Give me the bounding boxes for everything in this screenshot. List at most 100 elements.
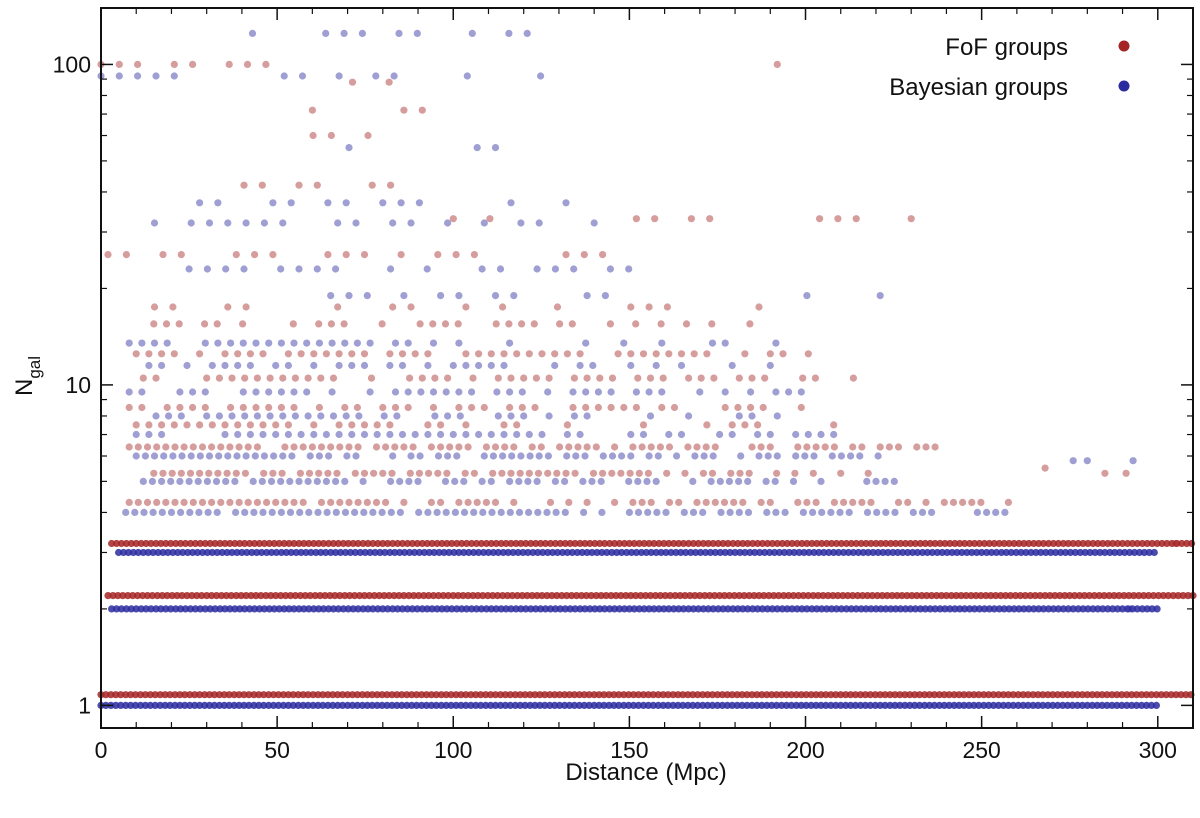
data-point [211, 539, 219, 548]
data-point [556, 320, 564, 328]
data-point [176, 477, 184, 485]
data-point [579, 477, 587, 485]
data-point [416, 452, 424, 460]
data-point [1118, 691, 1126, 699]
data-point [226, 539, 234, 548]
data-point [608, 469, 616, 477]
data-point [721, 403, 729, 412]
data-point [279, 412, 287, 420]
data-point [189, 403, 197, 412]
data-point [703, 350, 711, 358]
data-point [286, 508, 295, 516]
data-point [369, 539, 377, 548]
data-point [992, 592, 1000, 600]
data-point [491, 292, 500, 300]
data-point [803, 605, 811, 613]
data-point [787, 701, 796, 710]
data-point [150, 339, 159, 347]
data-point [335, 72, 343, 80]
data-point [1103, 691, 1111, 699]
data-point [916, 691, 924, 699]
data-point [781, 508, 789, 516]
data-point [493, 388, 501, 396]
data-point [477, 701, 485, 710]
data-point [797, 403, 805, 412]
data-point [463, 605, 471, 613]
data-point [618, 548, 626, 557]
data-point [444, 412, 452, 420]
data-point [352, 219, 360, 227]
data-point [541, 691, 549, 699]
legend-label-bayesian: Bayesian groups [889, 74, 1068, 101]
data-point [473, 498, 481, 506]
data-point [443, 469, 451, 477]
data-point [805, 548, 813, 557]
data-point [322, 548, 330, 557]
data-point [720, 498, 729, 506]
data-point [658, 339, 666, 347]
data-point [131, 508, 139, 516]
data-point [809, 469, 817, 477]
data-point [652, 361, 660, 370]
data-point [322, 477, 330, 485]
data-point [600, 701, 608, 710]
data-point [413, 605, 421, 613]
data-point [239, 320, 247, 328]
data-point [630, 539, 638, 548]
data-point [162, 443, 170, 451]
data-point [907, 215, 915, 223]
data-point [546, 498, 555, 506]
data-point [214, 469, 222, 477]
data-point [299, 443, 307, 451]
data-point [306, 592, 314, 600]
data-point [415, 469, 423, 477]
data-point [418, 374, 426, 382]
data-point [131, 691, 140, 699]
data-point [1133, 691, 1141, 699]
data-point [830, 443, 839, 451]
legend-label-fof: FoF groups [945, 34, 1068, 61]
data-point [632, 388, 641, 396]
data-point [411, 350, 419, 358]
data-point [258, 181, 266, 189]
data-point [872, 477, 880, 485]
data-point [794, 498, 802, 506]
data-point [694, 605, 703, 613]
data-point-outlier [1101, 469, 1109, 477]
data-point [565, 498, 573, 506]
data-point [378, 508, 386, 516]
data-point [262, 60, 270, 68]
data-point [444, 592, 452, 600]
data-point [284, 421, 292, 429]
data-point [1069, 605, 1077, 613]
data-point [990, 539, 998, 548]
data-point [313, 181, 321, 189]
data-point [365, 592, 373, 600]
data-point [272, 430, 280, 439]
data-point [305, 469, 314, 477]
data-point [167, 477, 175, 485]
data-point [650, 605, 658, 613]
data-point [646, 412, 655, 420]
data-point [145, 421, 153, 429]
data-point [246, 350, 254, 358]
data-point [741, 350, 749, 358]
data-point [415, 548, 423, 557]
data-point [242, 452, 250, 460]
data-point [470, 469, 478, 477]
data-point [505, 29, 513, 37]
data-point [876, 292, 884, 300]
legend-marker-bayesian [1118, 80, 1130, 92]
data-point [1025, 539, 1033, 548]
data-point [694, 701, 702, 710]
data-point [598, 508, 606, 516]
data-point [442, 508, 450, 516]
data-point [401, 548, 409, 557]
data-point [404, 388, 412, 396]
data-point [226, 443, 234, 451]
data-point [646, 592, 655, 600]
data-point [766, 443, 774, 451]
data-point [909, 508, 917, 516]
data-point [518, 320, 526, 328]
data-point [290, 339, 298, 347]
